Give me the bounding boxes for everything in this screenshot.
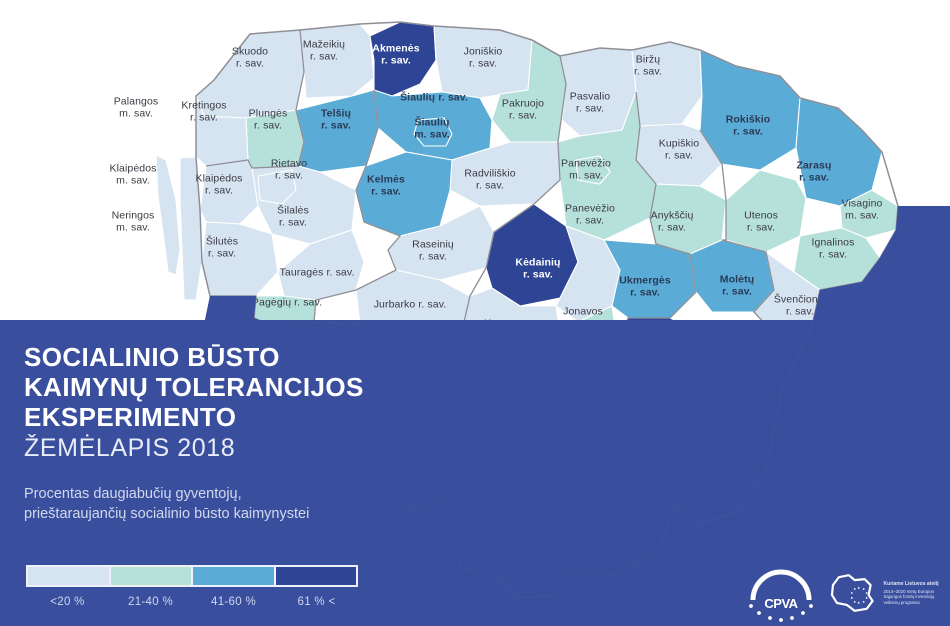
legend-labels: <20 % 21-40 % 41-60 % 61 % < <box>26 596 358 608</box>
banner-content: SOCIALINIO BŪSTO KAIMYNŲ TOLERANCIJOS EK… <box>0 320 430 626</box>
title-subtitle-year: ŽEMĖLAPIS 2018 <box>24 434 236 462</box>
eu-heading: Kuriame Lietuvos ateitį <box>883 580 939 587</box>
eu-body: 2014–2020 metų Europos Sąjungos fondų in… <box>883 588 935 605</box>
legend-label-3: 61 % < <box>297 596 336 608</box>
legend-swatch-3 <box>275 567 356 585</box>
cpva-wordmark: CPVA <box>764 596 798 611</box>
description-text: Procentas daugiabučių gyventojų, priešta… <box>24 484 424 524</box>
legend-swatch-1 <box>110 567 193 585</box>
title-line-2: KAIMYNŲ TOLERANCIJOS <box>24 372 364 402</box>
description-line-2: prieštaraujančių socialinio būsto kaimyn… <box>24 506 310 522</box>
legend-swatch-2 <box>193 567 276 585</box>
title-line-1: SOCIALINIO BŪSTO <box>24 342 280 372</box>
cpva-logo-svg: CPVA <box>749 569 813 622</box>
title-block: SOCIALINIO BŪSTO KAIMYNŲ TOLERANCIJOS EK… <box>24 342 424 464</box>
eu-programme-text: Kuriame Lietuvos ateitį 2014–2020 metų E… <box>884 581 939 606</box>
legend-label-1: 21-40 % <box>128 596 173 608</box>
eu-lithuania-logo: Kuriame Lietuvos ateitį 2014–2020 metų E… <box>829 568 939 618</box>
legend-swatch-0 <box>28 567 111 585</box>
title-line-3: EKSPERIMENTO <box>24 402 237 432</box>
description-line-1: Procentas daugiabučių gyventojų, <box>24 486 242 502</box>
legend: <20 % 21-40 % 41-60 % 61 % < <box>26 565 366 608</box>
legend-label-2: 41-60 % <box>211 596 256 608</box>
legend-label-0: <20 % <box>50 596 85 608</box>
lithuania-shape-icon <box>830 574 874 612</box>
cpva-logo: CPVA <box>745 564 817 622</box>
logo-row: CPVA Kuriame Lietuvos ateitį 2014–2020 m… <box>745 562 945 624</box>
legend-swatches <box>26 565 358 587</box>
